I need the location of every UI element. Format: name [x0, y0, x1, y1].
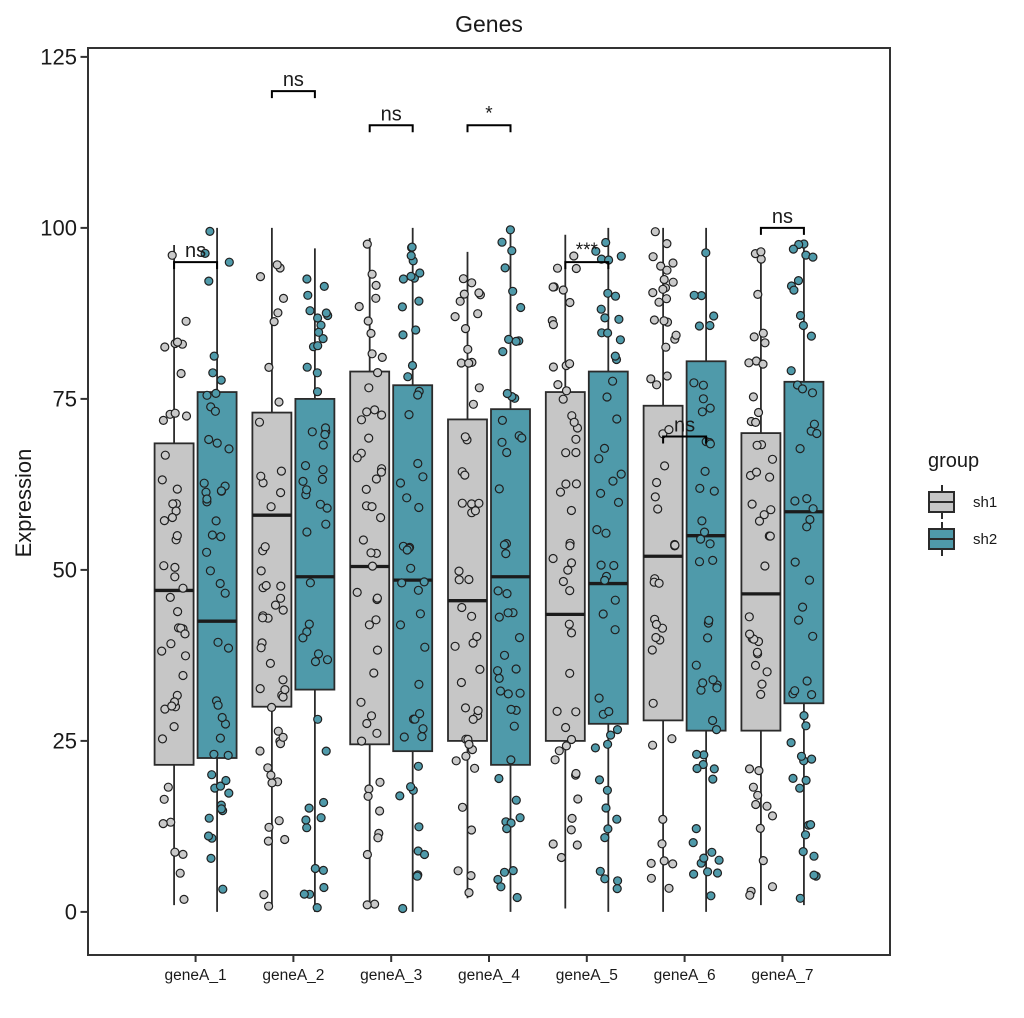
sig-bracket-geneA_7 — [759, 226, 805, 235]
jitter-points-geneA_5-sh1 — [547, 251, 583, 863]
jitter-points-geneA_1-sh1 — [157, 250, 192, 905]
x-tick-label-geneA_1: geneA_1 — [165, 967, 227, 984]
box-geneA_3-sh1 — [349, 370, 391, 746]
sig-label-geneA_4: * — [485, 103, 493, 124]
boxplot-key-icon — [928, 485, 955, 519]
jitter-points-geneA_4-sh2 — [493, 225, 527, 903]
y-tick-label-125: 125 — [40, 44, 77, 69]
sig-bracket-geneA_2 — [270, 90, 316, 99]
sig-bracket-geneA_6 — [662, 435, 708, 444]
jitter-points-geneA_1-sh2 — [199, 226, 234, 894]
jitter-points-geneA_4-sh1 — [450, 274, 485, 898]
y-tick-label-75: 75 — [53, 386, 77, 411]
sig-bracket-geneA_3 — [368, 124, 414, 133]
legend: group sh1 sh2 — [928, 450, 997, 559]
key-median-line — [930, 501, 953, 503]
box-geneA_6-sh1 — [642, 404, 684, 722]
chart-title: Genes — [455, 11, 523, 37]
x-tick-label-geneA_4: geneA_4 — [458, 967, 520, 984]
key-median-line — [930, 538, 953, 540]
sig-label-geneA_3: ns — [381, 103, 402, 125]
legend-title: group — [928, 450, 980, 472]
x-tick-label-geneA_7: geneA_7 — [751, 967, 813, 984]
legend-label-sh1: sh1 — [973, 493, 998, 511]
y-tick-label-50: 50 — [53, 557, 77, 582]
box-geneA_2-sh2 — [294, 397, 336, 691]
sig-bracket-geneA_1 — [173, 261, 219, 270]
jitter-points-geneA_3-sh2 — [395, 242, 430, 914]
box-geneA_1-sh1 — [153, 442, 195, 766]
sig-label-geneA_5: *** — [576, 240, 599, 261]
y-axis-label: Expression — [11, 448, 36, 558]
y-tick-label-25: 25 — [53, 728, 77, 753]
box-geneA_2-sh1 — [251, 411, 293, 708]
x-tick-label-geneA_3: geneA_3 — [360, 967, 422, 984]
jitter-points-geneA_6-sh1 — [646, 227, 681, 893]
y-tick-label-0: 0 — [65, 899, 77, 924]
key-box — [928, 491, 955, 513]
x-tick-label-geneA_5: geneA_5 — [556, 967, 618, 984]
legend-label-sh2: sh2 — [973, 530, 998, 548]
key-box — [928, 528, 955, 550]
box-geneA_5-sh2 — [587, 370, 629, 725]
legend-item-sh1: sh1 — [928, 485, 997, 519]
y-tick-label-100: 100 — [40, 215, 77, 240]
sig-label-geneA_6: ns — [674, 415, 695, 437]
jitter-points-geneA_2-sh2 — [298, 274, 333, 913]
x-tick-label-geneA_6: geneA_6 — [654, 967, 716, 984]
sig-label-geneA_2: ns — [283, 69, 304, 91]
legend-item-sh2: sh2 — [928, 522, 997, 556]
jitter-points-geneA_6-sh2 — [688, 248, 724, 901]
jitter-points-geneA_7-sh1 — [744, 247, 778, 900]
sig-label-geneA_1: ns — [185, 240, 206, 262]
jitter-points-geneA_2-sh1 — [254, 260, 290, 911]
jitter-points-geneA_3-sh1 — [352, 239, 387, 910]
sig-bracket-geneA_5 — [564, 261, 610, 270]
sig-bracket-geneA_4 — [466, 124, 512, 133]
sig-label-geneA_7: ns — [772, 206, 793, 228]
jitter-points-geneA_5-sh2 — [590, 237, 626, 894]
boxplot-key-icon — [928, 522, 955, 556]
jitter-points-geneA_7-sh2 — [786, 239, 822, 903]
x-tick-label-geneA_2: geneA_2 — [262, 967, 324, 984]
